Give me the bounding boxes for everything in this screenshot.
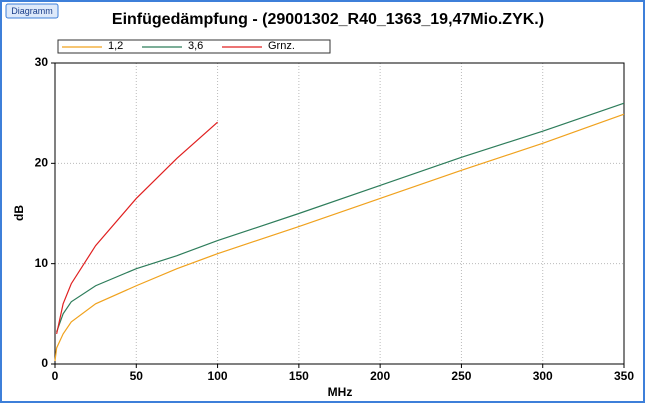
x-tick-label: 50 bbox=[130, 369, 144, 383]
button[interactable] bbox=[5, 3, 59, 19]
legend-label: Grnz. bbox=[268, 40, 295, 52]
x-tick-label: 300 bbox=[533, 369, 553, 383]
data-line bbox=[56, 121, 218, 335]
x-tick-label: 200 bbox=[370, 369, 390, 383]
data-line bbox=[54, 113, 625, 362]
y-tick-label: 30 bbox=[35, 55, 49, 69]
data-line bbox=[56, 102, 625, 333]
y-tick-label: 0 bbox=[41, 356, 48, 370]
x-tick-label: 350 bbox=[614, 369, 634, 383]
x-tick-label: 250 bbox=[451, 369, 471, 383]
legend-label: 1,2 bbox=[108, 40, 123, 52]
y-tick-label: 20 bbox=[35, 156, 49, 170]
y-axis-label: dB bbox=[12, 205, 26, 221]
plot-area bbox=[55, 63, 624, 364]
button-label[interactable]: Diagramm bbox=[11, 6, 53, 16]
y-tick-label: 10 bbox=[35, 256, 49, 270]
legend bbox=[57, 39, 331, 54]
x-tick-label: 0 bbox=[52, 369, 59, 383]
x-axis-label: MHz bbox=[328, 385, 353, 399]
legend-label: 3,6 bbox=[188, 40, 203, 52]
plot-border bbox=[54, 62, 625, 365]
chart-title: Einfügedämpfung - (29001302_R40_1363_19,… bbox=[112, 11, 544, 28]
x-tick-label: 100 bbox=[208, 369, 228, 383]
x-tick-label: 150 bbox=[289, 369, 309, 383]
